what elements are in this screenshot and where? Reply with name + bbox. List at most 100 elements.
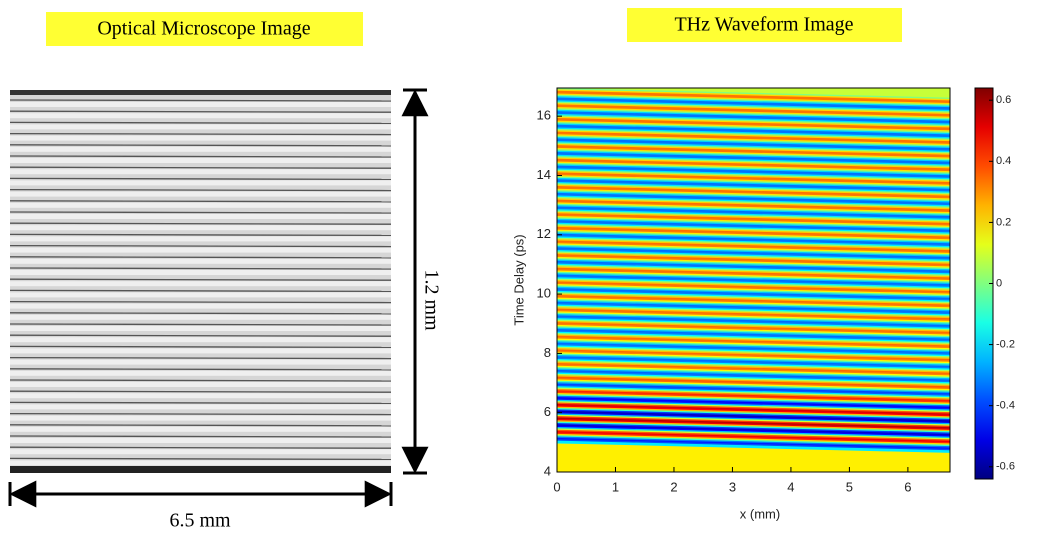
layer-light bbox=[10, 102, 391, 107]
layer-line bbox=[10, 401, 391, 405]
layer-line bbox=[10, 200, 391, 203]
layer-light bbox=[10, 393, 391, 399]
x-tick-label: 5 bbox=[846, 479, 853, 494]
layer-light bbox=[10, 214, 391, 219]
x-tick-label: 0 bbox=[553, 479, 560, 494]
layer-line bbox=[10, 289, 391, 293]
layer-light bbox=[10, 270, 391, 275]
layer-line bbox=[10, 211, 391, 214]
layer-light bbox=[10, 191, 391, 197]
layer-line bbox=[10, 99, 391, 102]
y-tick-label: 10 bbox=[537, 286, 551, 301]
left-title: Optical Microscope Image bbox=[97, 18, 310, 40]
layer-line bbox=[10, 457, 391, 461]
layer-light bbox=[10, 113, 391, 119]
layer-light bbox=[10, 426, 391, 432]
edge-dark bbox=[10, 466, 391, 473]
layer-line bbox=[10, 435, 391, 438]
layer-light bbox=[10, 180, 391, 186]
layer-line bbox=[10, 446, 391, 449]
edge-dark bbox=[10, 90, 391, 95]
layer-line bbox=[10, 256, 391, 259]
layer-light bbox=[10, 348, 391, 354]
layer-line bbox=[10, 188, 391, 192]
x-tick-label: 6 bbox=[904, 479, 911, 494]
layer-line bbox=[10, 412, 391, 416]
layer-light bbox=[10, 337, 391, 343]
layer-line bbox=[10, 144, 391, 147]
y-tick-label: 6 bbox=[544, 404, 551, 419]
layer-light bbox=[10, 449, 391, 455]
layer-line bbox=[10, 312, 391, 315]
colorbar-tick-label: 0.2 bbox=[996, 216, 1011, 228]
layer-light bbox=[10, 158, 391, 163]
chart-title: THz Waveform Image bbox=[674, 14, 853, 36]
colorbar-tick-label: 0 bbox=[996, 277, 1002, 289]
layer-light bbox=[10, 326, 391, 331]
layer-line bbox=[10, 345, 391, 349]
layer-light bbox=[10, 202, 391, 208]
layer-light bbox=[10, 460, 391, 466]
layer-line bbox=[10, 390, 391, 393]
layer-light bbox=[10, 169, 391, 175]
title-highlight bbox=[627, 8, 902, 42]
layer-line bbox=[10, 368, 391, 371]
title-highlight bbox=[46, 12, 363, 46]
layer-light bbox=[10, 247, 391, 253]
waveform-stripe bbox=[557, 440, 950, 454]
layer-line bbox=[10, 267, 391, 270]
layer-line bbox=[10, 121, 391, 125]
y-tick-label: 8 bbox=[544, 345, 551, 360]
layer-line bbox=[10, 233, 391, 237]
width-label: 6.5 mm bbox=[169, 510, 231, 532]
plot-frame bbox=[556, 87, 951, 473]
colorbar-tick-label: -0.6 bbox=[996, 461, 1015, 473]
y-tick-label: 12 bbox=[537, 226, 551, 241]
layer-light bbox=[10, 404, 391, 410]
layer-light bbox=[10, 382, 391, 387]
layer-line bbox=[10, 424, 391, 427]
layer-line bbox=[10, 132, 391, 136]
y-tick-label: 4 bbox=[544, 463, 551, 478]
colorbar-tick-label: -0.2 bbox=[996, 339, 1015, 351]
y-axis-label: Time Delay (ps) bbox=[511, 234, 526, 325]
layer-line bbox=[10, 222, 391, 225]
layer-line bbox=[10, 278, 391, 281]
layer-light bbox=[10, 225, 391, 231]
layer-line bbox=[10, 379, 391, 382]
x-axis-label: x (mm) bbox=[740, 506, 780, 521]
layer-light bbox=[10, 303, 391, 309]
layer-line bbox=[10, 323, 391, 326]
layer-light bbox=[10, 236, 391, 242]
layer-light bbox=[10, 314, 391, 320]
y-tick-label: 16 bbox=[537, 108, 551, 123]
layer-line bbox=[10, 110, 391, 113]
y-tick-label: 14 bbox=[537, 167, 551, 182]
layer-light bbox=[10, 135, 391, 141]
layer-line bbox=[10, 300, 391, 304]
heatmap bbox=[557, 88, 950, 472]
layer-light bbox=[10, 438, 391, 443]
microscope-texture bbox=[10, 90, 391, 473]
colorbar-tick-label: -0.4 bbox=[996, 400, 1015, 412]
layer-line bbox=[10, 177, 391, 181]
colorbar-tick-label: 0.4 bbox=[996, 155, 1011, 167]
x-tick-label: 4 bbox=[787, 479, 794, 494]
colorbar-tick-label: 0.6 bbox=[996, 94, 1011, 106]
layer-light bbox=[10, 292, 391, 298]
layer-line bbox=[10, 334, 391, 337]
height-label: 1.2 mm bbox=[420, 269, 442, 331]
layer-line bbox=[10, 244, 391, 248]
x-tick-label: 3 bbox=[729, 479, 736, 494]
layer-line bbox=[10, 155, 391, 158]
x-tick-label: 1 bbox=[612, 479, 619, 494]
layer-light bbox=[10, 146, 391, 152]
x-tick-label: 2 bbox=[670, 479, 677, 494]
layer-light bbox=[10, 281, 391, 287]
layer-light bbox=[10, 258, 391, 264]
layer-line bbox=[10, 166, 391, 169]
layer-line bbox=[10, 356, 391, 360]
layer-light bbox=[10, 359, 391, 365]
layer-light bbox=[10, 124, 391, 130]
